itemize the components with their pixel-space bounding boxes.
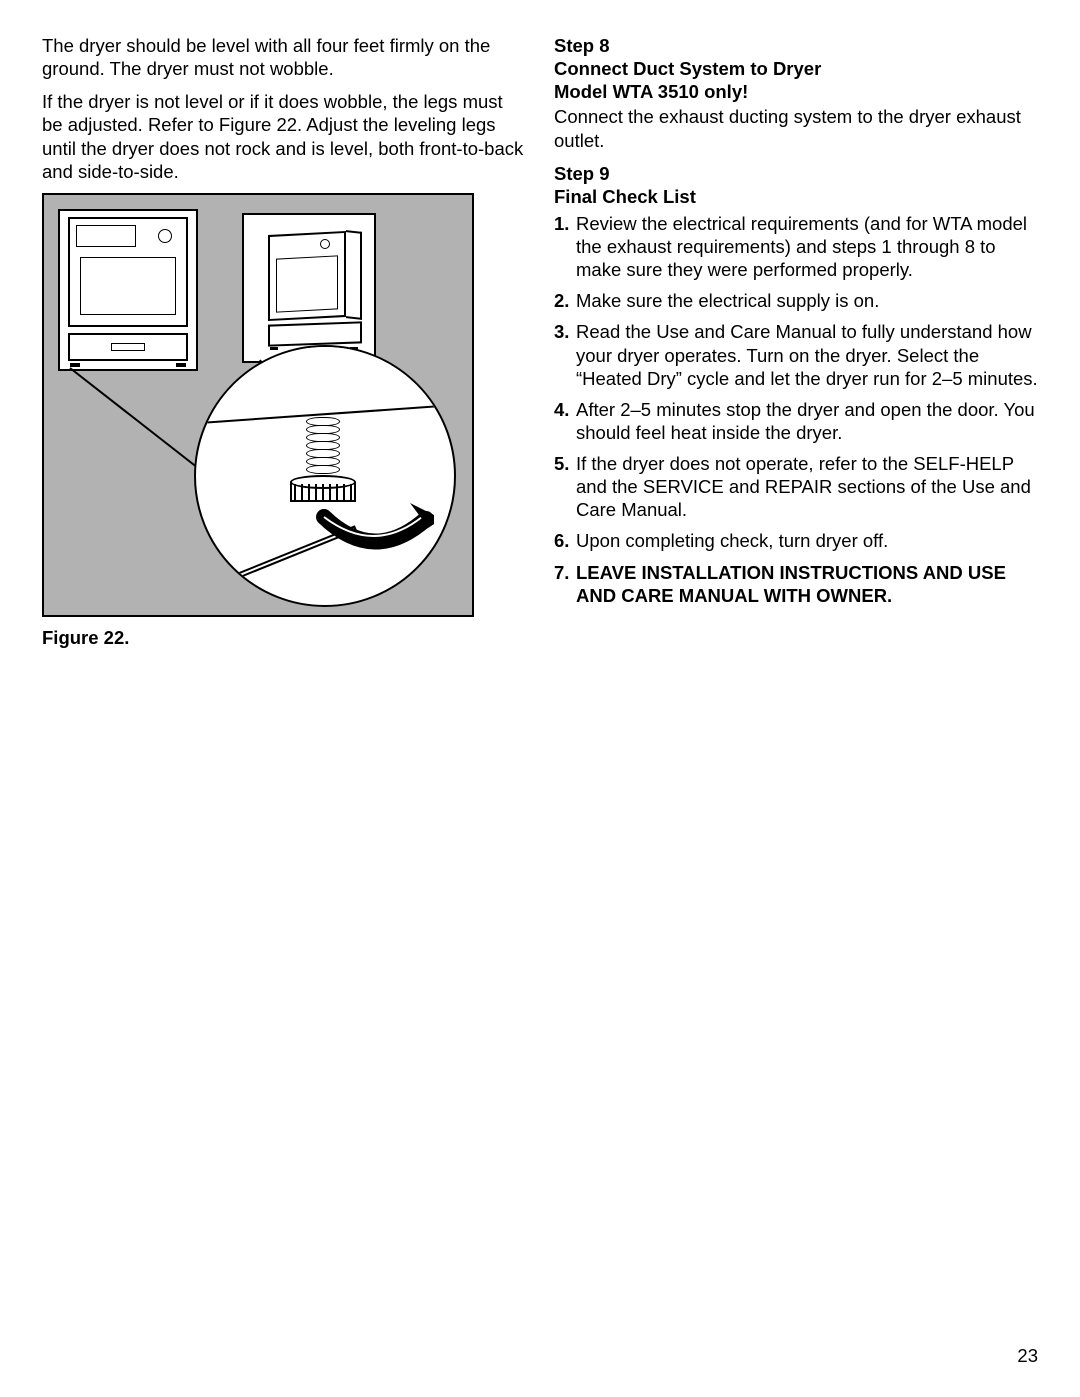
- leveling-leg-thread: [306, 417, 340, 477]
- two-column-layout: The dryer should be level with all four …: [42, 34, 1038, 649]
- leader-line-left: [69, 367, 196, 467]
- right-column: Step 8 Connect Duct System to Dryer Mode…: [554, 34, 1038, 649]
- intro-para-1: The dryer should be level with all four …: [42, 34, 526, 80]
- page-number: 23: [1017, 1345, 1038, 1367]
- step8-body: Connect the exhaust ducting system to th…: [554, 105, 1038, 151]
- figure-caption: Figure 22.: [42, 627, 526, 649]
- figure-panel-front-view: [58, 209, 198, 371]
- figure-detail-circle: [194, 345, 456, 607]
- rotate-arrow-icon: [314, 497, 434, 567]
- checklist-item: 6.Upon completing check, turn dryer off.: [576, 529, 1038, 552]
- checklist-item: 2.Make sure the electrical supply is on.: [576, 289, 1038, 312]
- step9-line1: Step 9: [554, 162, 1038, 185]
- step9-line2: Final Check List: [554, 185, 1038, 208]
- checklist-item: 3.Read the Use and Care Manual to fully …: [576, 320, 1038, 389]
- checklist-item: 5.If the dryer does not operate, refer t…: [576, 452, 1038, 521]
- step8-line2: Connect Duct System to Dryer: [554, 57, 1038, 80]
- left-column: The dryer should be level with all four …: [42, 34, 526, 649]
- figure-22-illustration: [42, 193, 474, 617]
- intro-para-2: If the dryer is not level or if it does …: [42, 90, 526, 183]
- checklist-item: 4.After 2–5 minutes stop the dryer and o…: [576, 398, 1038, 444]
- step8-line3: Model WTA 3510 only!: [554, 80, 1038, 103]
- figure-panel-iso-view: [242, 213, 376, 363]
- final-checklist: 1.Review the electrical requirements (an…: [554, 212, 1038, 607]
- checklist-item: 7.LEAVE INSTALLATION INSTRUCTIONS AND US…: [576, 561, 1038, 607]
- checklist-item: 1.Review the electrical requirements (an…: [576, 212, 1038, 281]
- step8-line1: Step 8: [554, 34, 1038, 57]
- appliance-front-outline: [68, 217, 188, 327]
